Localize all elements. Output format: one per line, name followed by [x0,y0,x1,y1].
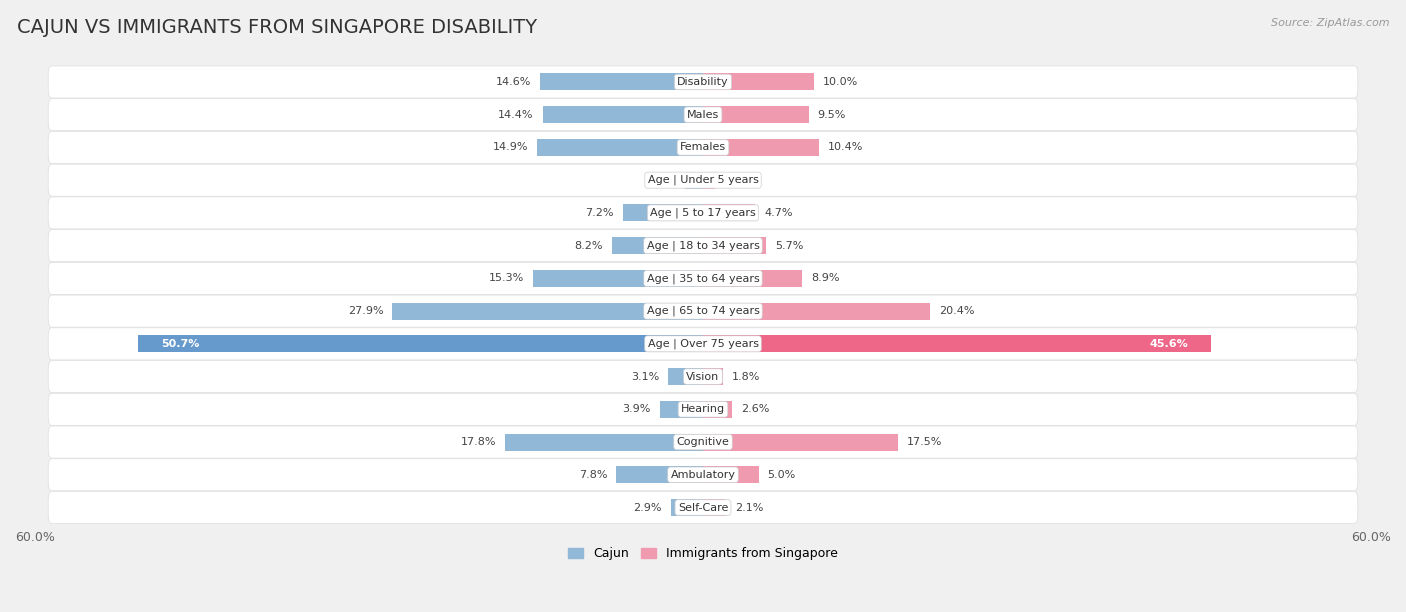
Text: 9.5%: 9.5% [818,110,846,120]
Text: 17.5%: 17.5% [907,437,942,447]
Bar [703,433,898,450]
Text: 8.9%: 8.9% [811,274,839,283]
Text: Self-Care: Self-Care [678,502,728,512]
Text: Hearing: Hearing [681,405,725,414]
Bar [612,237,703,254]
Text: 10.0%: 10.0% [824,77,859,87]
Text: CAJUN VS IMMIGRANTS FROM SINGAPORE DISABILITY: CAJUN VS IMMIGRANTS FROM SINGAPORE DISAB… [17,18,537,37]
Text: 10.4%: 10.4% [828,143,863,152]
Bar [505,433,703,450]
FancyBboxPatch shape [48,459,1358,491]
Text: 15.3%: 15.3% [488,274,524,283]
Text: 2.6%: 2.6% [741,405,769,414]
Text: Age | 65 to 74 years: Age | 65 to 74 years [647,306,759,316]
FancyBboxPatch shape [48,426,1358,458]
Text: Females: Females [681,143,725,152]
Text: 4.7%: 4.7% [765,208,793,218]
FancyBboxPatch shape [48,132,1358,163]
Text: Age | 5 to 17 years: Age | 5 to 17 years [650,207,756,218]
Text: 14.4%: 14.4% [498,110,534,120]
FancyBboxPatch shape [48,99,1358,131]
Bar [540,73,703,91]
Text: 2.1%: 2.1% [735,502,763,512]
Text: Age | 18 to 34 years: Age | 18 to 34 years [647,241,759,251]
Bar [703,139,818,156]
Bar [668,368,703,385]
Bar [543,106,703,123]
FancyBboxPatch shape [48,360,1358,393]
FancyBboxPatch shape [48,328,1358,360]
Bar [671,499,703,516]
Text: Ambulatory: Ambulatory [671,470,735,480]
Bar [685,171,703,188]
Text: 27.9%: 27.9% [347,306,384,316]
FancyBboxPatch shape [48,164,1358,196]
Text: Age | Over 75 years: Age | Over 75 years [648,338,758,349]
Legend: Cajun, Immigrants from Singapore: Cajun, Immigrants from Singapore [562,542,844,565]
Text: Age | Under 5 years: Age | Under 5 years [648,175,758,185]
FancyBboxPatch shape [48,230,1358,262]
Text: 7.8%: 7.8% [579,470,607,480]
Text: Source: ZipAtlas.com: Source: ZipAtlas.com [1271,18,1389,28]
Bar [703,401,733,418]
Bar [703,335,1211,353]
Bar [703,368,723,385]
Bar [703,499,727,516]
Bar [623,204,703,222]
Bar [703,466,759,483]
FancyBboxPatch shape [48,197,1358,229]
Bar [703,302,931,319]
Text: Males: Males [688,110,718,120]
Text: 14.9%: 14.9% [492,143,529,152]
Text: Vision: Vision [686,371,720,381]
Bar [533,270,703,287]
Bar [659,401,703,418]
Text: 5.0%: 5.0% [768,470,796,480]
Text: 17.8%: 17.8% [460,437,496,447]
Bar [138,335,703,353]
Text: 45.6%: 45.6% [1150,339,1188,349]
FancyBboxPatch shape [48,263,1358,294]
Bar [703,270,801,287]
Text: 14.6%: 14.6% [496,77,531,87]
Text: 20.4%: 20.4% [939,306,974,316]
Bar [703,73,814,91]
Text: 7.2%: 7.2% [585,208,614,218]
FancyBboxPatch shape [48,491,1358,523]
FancyBboxPatch shape [48,394,1358,425]
Text: 1.6%: 1.6% [648,175,676,185]
Text: Cognitive: Cognitive [676,437,730,447]
Bar [616,466,703,483]
Bar [537,139,703,156]
Text: 50.7%: 50.7% [160,339,200,349]
Bar [703,106,808,123]
Text: 1.8%: 1.8% [733,371,761,381]
Text: 3.9%: 3.9% [623,405,651,414]
Bar [703,237,766,254]
Text: 5.7%: 5.7% [775,241,804,251]
Bar [703,171,716,188]
FancyBboxPatch shape [48,295,1358,327]
Text: 2.9%: 2.9% [633,502,662,512]
Text: 1.1%: 1.1% [724,175,752,185]
Bar [392,302,703,319]
Text: 3.1%: 3.1% [631,371,659,381]
Bar [703,204,755,222]
Text: Age | 35 to 64 years: Age | 35 to 64 years [647,273,759,283]
Text: Disability: Disability [678,77,728,87]
FancyBboxPatch shape [48,66,1358,98]
Text: 8.2%: 8.2% [574,241,603,251]
